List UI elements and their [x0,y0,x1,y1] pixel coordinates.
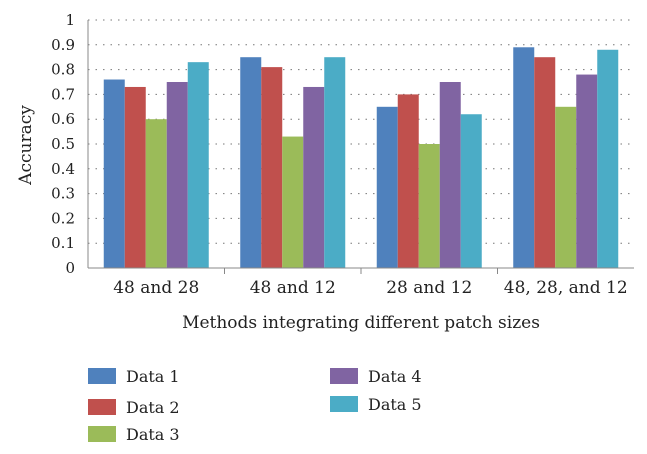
bar-data-1-2 [240,57,262,269]
y-tick-labels: 0 0.1 0.2 0.3 0.4 0.5 0.6 0.7 0.8 0.9 1 [51,11,75,277]
bar-data-4-4 [576,74,598,268]
y-tick-label: 0.1 [51,234,75,252]
y-tick-label: 0.7 [51,85,75,103]
bar-data-4-2 [303,86,325,269]
bar-data-3-4 [555,106,577,268]
y-tick-label: 0.4 [51,160,75,178]
x-tick-labels: 48 and 28 48 and 12 28 and 12 48, 28, and 1… [113,268,628,298]
y-tick-label: 0.5 [51,135,75,153]
bar-data-3-2 [282,136,304,268]
y-axis-title: Accuracy [16,105,36,186]
bar-data-5-4 [597,49,619,269]
x-tick-label: 48, 28, and 12 [504,278,628,298]
bar-data-1-1 [103,79,125,269]
y-tick-label: 0.8 [51,61,75,79]
bar-data-5-3 [460,114,482,269]
bar-data-2-3 [397,94,419,269]
bar-data-3-1 [145,119,167,268]
y-tick-label: 0.9 [51,36,75,54]
x-tick-label: 28 and 12 [386,278,472,298]
y-tick-label: 0.2 [51,209,75,227]
bar-data-1-3 [376,106,398,268]
bar-data-2-4 [534,57,556,269]
y-tick-label: 1 [65,11,75,29]
x-axis-title: Methods integrating different patch size… [182,313,540,333]
x-tick-label: 48 and 12 [250,278,336,298]
bar-data-4-3 [439,82,461,268]
y-tick-label: 0.6 [51,110,75,128]
bar-data-2-1 [124,86,146,269]
y-tick-label: 0.3 [51,185,75,203]
bar-data-3-3 [418,144,440,268]
bar-data-1-4 [513,47,535,268]
bar-data-4-1 [166,82,188,268]
bar-data-5-1 [187,62,209,268]
bars [103,47,619,269]
x-tick-label: 48 and 28 [113,278,199,298]
bar-data-2-2 [261,67,283,269]
y-tick-label: 0 [65,259,75,277]
bar-data-5-2 [324,57,346,269]
